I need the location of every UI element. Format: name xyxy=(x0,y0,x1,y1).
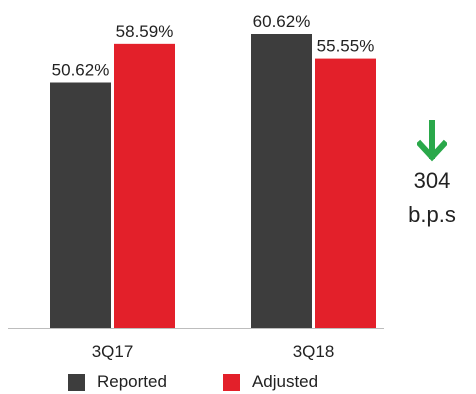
data-label-adjusted-3q18: 55.55% xyxy=(317,37,375,56)
legend-label-adjusted: Adjusted xyxy=(251,372,319,391)
legend-item-reported: Reported xyxy=(68,372,167,392)
bar-reported-3q17 xyxy=(50,82,111,329)
legend-label-reported: Reported xyxy=(97,372,167,391)
legend-swatch-adjusted xyxy=(222,373,240,391)
data-label-reported-3q17: 50.62% xyxy=(52,60,110,79)
change-unit: b.p.s xyxy=(408,202,456,227)
data-label-adjusted-3q17: 58.59% xyxy=(116,22,174,41)
data-label-reported-3q18: 60.62% xyxy=(253,12,311,31)
bar-adjusted-3q17 xyxy=(114,43,175,328)
legend-swatch-reported xyxy=(68,373,85,391)
bar-reported-3q18 xyxy=(251,34,312,328)
category-label-3q18: 3Q18 xyxy=(293,342,335,361)
arrow-down-icon xyxy=(417,120,447,162)
change-value: 304 xyxy=(413,168,451,193)
bar-adjusted-3q18 xyxy=(315,58,376,328)
legend: Reported Adjusted xyxy=(68,372,374,392)
category-label-3q17: 3Q17 xyxy=(92,342,134,361)
change-callout: 304 b.p.s xyxy=(388,120,476,228)
legend-item-adjusted: Adjusted xyxy=(222,372,319,392)
